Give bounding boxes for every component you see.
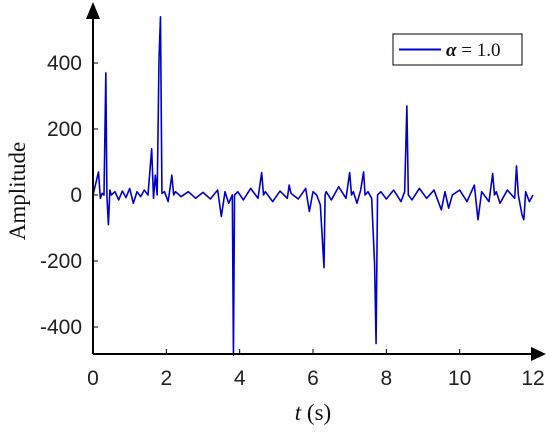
x-tick-label: 6 xyxy=(307,367,319,390)
x-axis-title: t (s) xyxy=(295,400,331,425)
x-tick-label: 12 xyxy=(521,367,544,390)
x-axis-title-variable: t xyxy=(295,400,302,425)
y-tick-label: -400 xyxy=(40,316,82,339)
x-axis-title-unit: (s) xyxy=(301,400,331,425)
y-ticks: -400 -200 0 200 400 xyxy=(40,52,98,339)
legend-label-symbol: α xyxy=(446,40,457,61)
x-axis-arrow xyxy=(531,347,546,361)
y-tick-label: 0 xyxy=(70,184,82,207)
x-tick-label: 8 xyxy=(380,367,392,390)
x-tick-label: 2 xyxy=(160,367,172,390)
series-line xyxy=(92,15,534,356)
x-tick-label: 10 xyxy=(448,367,471,390)
y-tick-label: -200 xyxy=(40,250,82,273)
x-ticks: 0 2 4 6 8 10 12 xyxy=(87,349,545,390)
plot-marks xyxy=(92,15,534,356)
legend-label: α = 1.0 xyxy=(446,40,500,61)
x-tick-label: 0 xyxy=(87,367,99,390)
x-tick-label: 4 xyxy=(234,367,246,390)
legend: α = 1.0 xyxy=(392,33,523,66)
y-axis-title: Amplitude xyxy=(5,142,30,240)
y-tick-label: 400 xyxy=(47,52,82,75)
y-tick-label: 200 xyxy=(47,118,82,141)
legend-label-value: = 1.0 xyxy=(457,40,501,61)
y-axis-arrow xyxy=(86,2,100,19)
